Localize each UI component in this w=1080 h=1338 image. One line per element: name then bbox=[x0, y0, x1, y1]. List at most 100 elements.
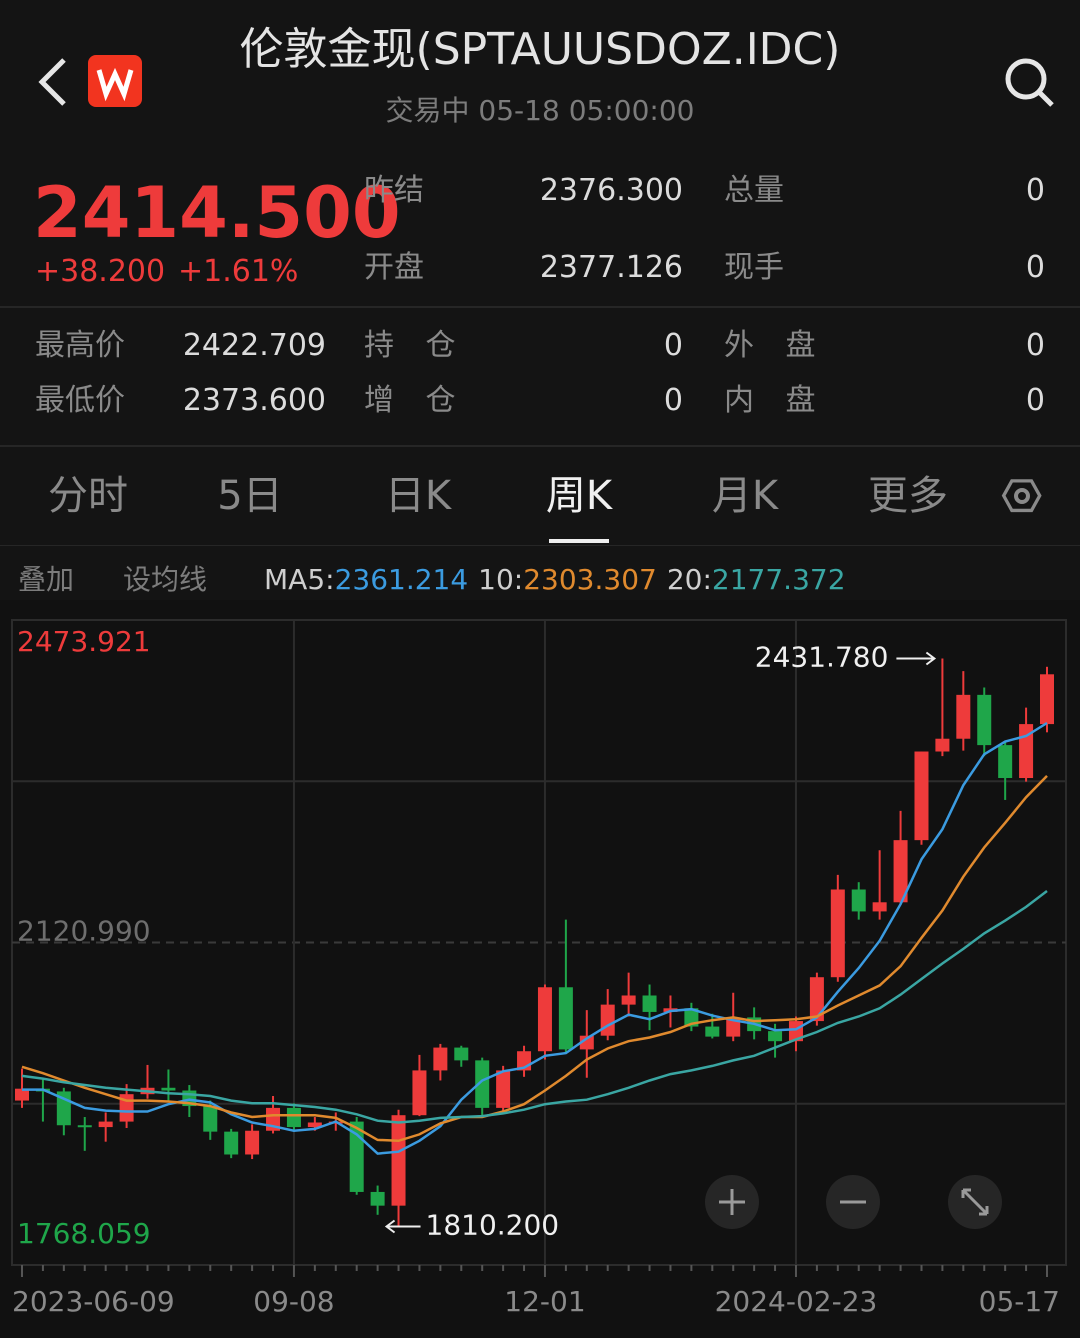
field-label: 总量 bbox=[724, 173, 784, 208]
candle-body bbox=[391, 1115, 406, 1206]
legend-name: 20: bbox=[666, 563, 712, 596]
stat-label: 最低价 bbox=[35, 383, 125, 418]
candle-body bbox=[893, 840, 908, 903]
stat-value: 0 bbox=[663, 328, 683, 363]
y-tick-label: 2120.990 bbox=[17, 915, 151, 948]
field-label: 现手 bbox=[724, 250, 784, 285]
status: 交易中 05-18 05:00:00 bbox=[385, 94, 695, 127]
candle-body bbox=[809, 977, 824, 1022]
stat-value: 0 bbox=[1025, 383, 1045, 418]
field-value: 2377.126 bbox=[539, 250, 683, 285]
candle-body bbox=[161, 1087, 176, 1091]
candle-body bbox=[935, 738, 950, 752]
x-tick-label: 09-08 bbox=[253, 1285, 334, 1318]
field-value: 0 bbox=[1025, 173, 1045, 208]
candle-body bbox=[956, 694, 971, 739]
candle-body bbox=[537, 987, 552, 1052]
candle-body bbox=[872, 902, 887, 912]
candle-body bbox=[977, 694, 992, 746]
x-tick-label: 2024-02-23 bbox=[715, 1285, 878, 1318]
tab[interactable]: 月K bbox=[711, 473, 779, 519]
candle-body bbox=[768, 1031, 783, 1042]
candle-body bbox=[830, 889, 845, 978]
price: 2414.500 bbox=[33, 172, 401, 254]
legend-value: 2177.372 bbox=[711, 563, 846, 596]
candle-body bbox=[726, 1017, 741, 1037]
zoom-out-button[interactable] bbox=[826, 1175, 880, 1229]
field-label: 开盘 bbox=[364, 250, 424, 285]
x-tick-label: 2023-06-09 bbox=[12, 1285, 175, 1318]
candle-body bbox=[433, 1047, 448, 1071]
candlestick-chart: 1768.059 2120.990 2473.921 2023-06-09 09-08 1… bbox=[0, 600, 1080, 1338]
candle-body bbox=[98, 1121, 113, 1128]
change-pct: +1.61% bbox=[178, 254, 299, 289]
legend-name: MA5: bbox=[264, 563, 335, 596]
candle-body bbox=[496, 1070, 511, 1108]
separator bbox=[0, 445, 1080, 447]
x-tick-label: 05-17 bbox=[979, 1285, 1060, 1318]
candle-body bbox=[77, 1125, 92, 1128]
separator bbox=[0, 545, 1080, 546]
ma-line bbox=[21, 890, 1048, 1124]
tab[interactable]: 更多 bbox=[868, 473, 948, 519]
fullscreen-button[interactable] bbox=[948, 1175, 1002, 1229]
settings-button[interactable] bbox=[998, 472, 1046, 520]
tab[interactable]: 日K bbox=[384, 473, 452, 519]
candle-body bbox=[370, 1191, 385, 1206]
stat-label: 内 盘 bbox=[724, 383, 816, 418]
tab[interactable]: 5日 bbox=[217, 473, 283, 519]
icon bbox=[961, 1188, 989, 1216]
back-button[interactable] bbox=[38, 58, 66, 106]
field-value: 2376.300 bbox=[539, 173, 683, 208]
ma-line bbox=[22, 721, 1048, 1155]
tab-active[interactable]: 周K bbox=[545, 473, 613, 519]
x-tick-label: 12-01 bbox=[504, 1285, 585, 1318]
change: +38.200 bbox=[35, 254, 166, 289]
annotation-arrowhead bbox=[384, 1219, 396, 1234]
candle-body bbox=[914, 751, 929, 841]
zoom-in-button[interactable] bbox=[705, 1175, 759, 1229]
top-icons bbox=[38, 55, 1054, 107]
candle-body bbox=[642, 995, 657, 1012]
annotation-arrowhead bbox=[925, 651, 937, 666]
candle-body bbox=[412, 1070, 427, 1116]
ma-line bbox=[21, 775, 1048, 1143]
stat-value: 2373.600 bbox=[182, 383, 326, 418]
y-tick-label: 1768.059 bbox=[17, 1217, 151, 1250]
ma-settings-button[interactable]: 设均线 bbox=[123, 563, 208, 596]
field-value: 0 bbox=[1025, 250, 1045, 285]
stat-label: 增 仓 bbox=[364, 383, 456, 418]
stat-label: 持 仓 bbox=[364, 328, 456, 363]
y-tick-label: 2473.921 bbox=[17, 625, 151, 658]
candle-body bbox=[224, 1131, 239, 1155]
candle-body bbox=[475, 1060, 490, 1108]
stat-value: 0 bbox=[663, 383, 683, 418]
logo-mark bbox=[96, 67, 134, 102]
search-button[interactable] bbox=[1005, 58, 1054, 107]
tab[interactable]: 分时 bbox=[48, 473, 128, 519]
stat-value: 2422.709 bbox=[182, 328, 326, 363]
field-label: 昨结 bbox=[364, 173, 424, 208]
app-logo bbox=[88, 55, 142, 107]
ma-legend: MA5:2361.214 10:2303.307 20:2177.372 bbox=[264, 566, 856, 594]
high-annotation: 2431.780 bbox=[755, 641, 889, 674]
candle-body bbox=[600, 1004, 615, 1036]
candle-body bbox=[286, 1107, 301, 1128]
candle-body bbox=[203, 1106, 218, 1132]
icon bbox=[719, 1189, 745, 1215]
candle-body bbox=[245, 1130, 260, 1155]
legend-name: 10: bbox=[478, 563, 524, 596]
stat-label: 最高价 bbox=[35, 328, 125, 363]
candle-body bbox=[15, 1088, 29, 1101]
candle-body bbox=[998, 745, 1013, 779]
candle-body bbox=[621, 995, 636, 1005]
candle-body bbox=[307, 1122, 322, 1128]
low-annotation: 1810.200 bbox=[426, 1208, 560, 1241]
stat-value: 0 bbox=[1025, 328, 1045, 363]
overlay-button[interactable]: 叠加 bbox=[18, 563, 75, 596]
candle-body bbox=[558, 987, 573, 1050]
separator bbox=[0, 306, 1080, 308]
candle-body bbox=[454, 1047, 469, 1061]
candle-body bbox=[579, 1035, 594, 1050]
